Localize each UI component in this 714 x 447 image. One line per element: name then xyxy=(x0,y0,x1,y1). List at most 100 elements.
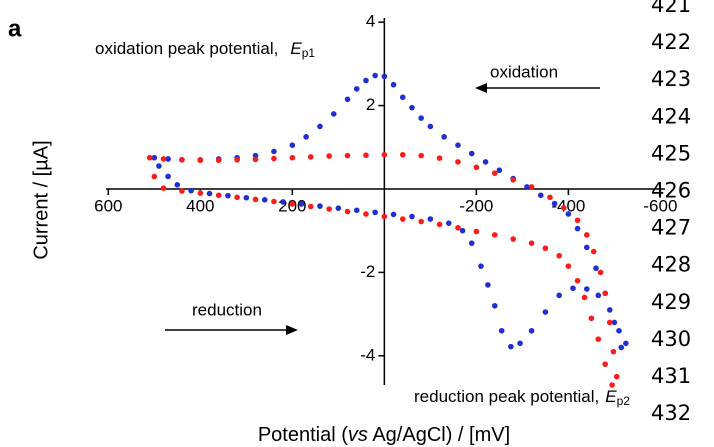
data-point xyxy=(344,152,351,159)
data-point xyxy=(528,184,535,190)
line-number: 431 xyxy=(651,364,691,388)
data-point xyxy=(289,154,296,161)
data-point xyxy=(427,123,434,130)
data-point xyxy=(146,154,153,161)
data-point xyxy=(498,327,505,334)
data-point xyxy=(524,184,530,190)
x-tick-label: 400 xyxy=(186,196,214,215)
data-point xyxy=(165,156,171,162)
line-number: 432 xyxy=(651,401,691,425)
x-axis-label: Potential (vs Ag/AgCl) / [mV] xyxy=(258,424,510,446)
data-point xyxy=(597,269,604,276)
data-point xyxy=(197,157,204,164)
data-point xyxy=(179,188,185,194)
data-point xyxy=(496,167,503,174)
data-point xyxy=(344,96,351,103)
data-point xyxy=(215,157,222,164)
data-point xyxy=(353,86,360,92)
data-point xyxy=(565,211,572,217)
data-point xyxy=(623,340,629,347)
data-point xyxy=(234,194,240,201)
data-point xyxy=(595,336,602,342)
data-point xyxy=(330,111,337,117)
data-point xyxy=(482,159,489,165)
data-point xyxy=(618,344,625,351)
data-point xyxy=(478,263,484,269)
data-point xyxy=(556,252,562,259)
data-point xyxy=(271,148,277,155)
y-tick-label: 4 xyxy=(366,12,375,31)
data-point xyxy=(335,205,342,211)
annotation-symbol: E xyxy=(605,387,617,406)
data-point xyxy=(307,203,314,210)
data-point xyxy=(243,194,250,201)
data-point xyxy=(179,156,185,163)
data-point xyxy=(381,73,388,80)
data-point xyxy=(542,309,549,315)
data-point xyxy=(537,192,544,199)
data-point xyxy=(491,232,498,238)
data-point xyxy=(588,315,595,322)
data-point xyxy=(215,192,222,199)
data-point xyxy=(616,327,622,334)
data-point xyxy=(459,227,466,234)
data-point xyxy=(473,228,480,235)
data-point xyxy=(510,177,516,183)
data-point xyxy=(583,244,590,251)
data-point xyxy=(271,155,277,162)
data-point xyxy=(418,218,424,225)
data-point xyxy=(528,327,535,334)
data-point xyxy=(508,343,514,350)
data-point xyxy=(252,196,259,203)
data-point xyxy=(436,155,443,161)
data-point xyxy=(353,207,360,214)
data-point xyxy=(583,286,590,292)
data-point xyxy=(468,150,475,157)
data-point xyxy=(590,248,597,255)
x-label-italic: vs xyxy=(348,424,368,446)
data-point xyxy=(363,77,369,84)
data-point xyxy=(261,197,268,203)
data-point xyxy=(560,204,567,211)
y-tick-label: -2 xyxy=(360,262,375,281)
annotation-subscript: p1 xyxy=(302,46,316,60)
data-point xyxy=(234,156,240,163)
data-point xyxy=(547,194,553,201)
data-point xyxy=(372,209,378,216)
line-number: 426 xyxy=(651,179,691,203)
data-point xyxy=(390,81,397,88)
data-point xyxy=(390,211,397,218)
data-point xyxy=(485,282,491,288)
data-point xyxy=(551,200,558,207)
data-point xyxy=(517,340,523,347)
data-point xyxy=(583,232,590,238)
data-point xyxy=(225,192,231,199)
data-point xyxy=(609,382,615,388)
data-point xyxy=(317,203,323,209)
data-point xyxy=(188,187,194,194)
data-point xyxy=(602,290,608,297)
data-point xyxy=(445,220,452,226)
data-point xyxy=(363,152,369,159)
x-tick-label: -600 xyxy=(643,196,677,215)
data-point xyxy=(409,104,415,111)
data-point xyxy=(156,163,162,169)
x-tick-label: -200 xyxy=(459,196,493,215)
x-label-part: Potential ( xyxy=(258,424,348,446)
y-tick-label: 2 xyxy=(366,95,375,114)
data-point xyxy=(363,211,369,217)
data-point xyxy=(606,307,613,313)
data-point xyxy=(574,225,581,232)
line-number: 428 xyxy=(651,253,691,277)
data-point xyxy=(307,154,314,160)
data-point xyxy=(418,152,424,159)
data-point xyxy=(197,190,204,196)
data-point xyxy=(593,265,599,272)
annotation-symbol: E xyxy=(290,39,302,58)
data-point xyxy=(317,123,323,130)
data-point xyxy=(510,236,516,242)
data-point xyxy=(556,292,562,299)
data-point xyxy=(271,198,277,205)
line-number: 422 xyxy=(651,30,691,54)
